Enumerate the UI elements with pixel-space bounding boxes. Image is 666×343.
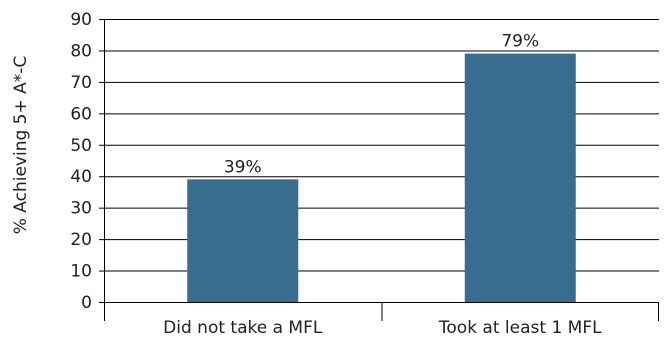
y-tick-label: 40 bbox=[70, 167, 92, 187]
bars bbox=[187, 53, 576, 302]
labels: 0 10 20 30 40 50 60 70 80 90 39% Did not take a MFL… bbox=[70, 10, 602, 338]
data-label: 39% bbox=[224, 157, 262, 177]
y-axis-title: % Achieving 5+ A*-C bbox=[11, 56, 31, 235]
y-tick-label: 90 bbox=[70, 10, 92, 30]
x-category-label: Took at least 1 MFL bbox=[438, 318, 602, 338]
data-label: 79% bbox=[501, 32, 539, 52]
y-tick-label: 50 bbox=[70, 136, 92, 156]
bar bbox=[187, 179, 299, 302]
y-tick-label: 30 bbox=[70, 199, 92, 219]
bar bbox=[464, 53, 576, 302]
y-tick-label: 60 bbox=[70, 104, 92, 124]
y-tick-label: 10 bbox=[70, 262, 92, 282]
axes bbox=[99, 19, 659, 321]
y-tick-label: 70 bbox=[70, 73, 92, 93]
y-tick-label: 0 bbox=[81, 293, 92, 313]
y-tick-label: 80 bbox=[70, 41, 92, 61]
x-category-label: Did not take a MFL bbox=[163, 318, 323, 338]
y-tick-label: 20 bbox=[70, 230, 92, 250]
